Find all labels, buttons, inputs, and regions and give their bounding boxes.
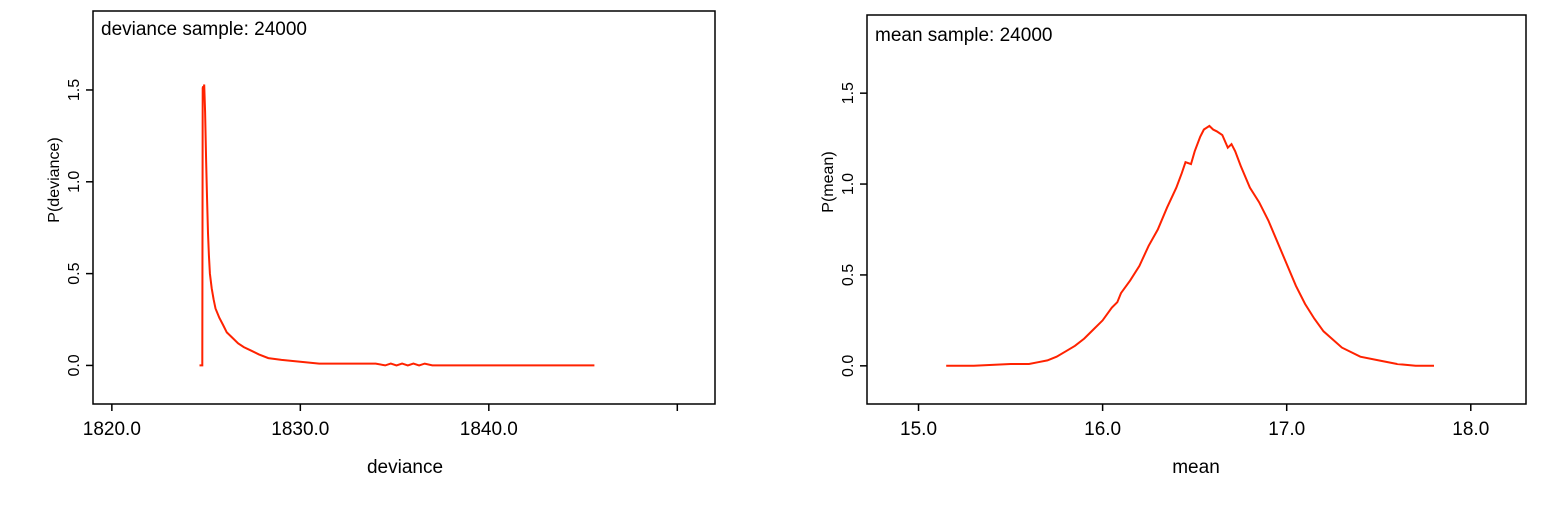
x-tick-label: 1820.0: [83, 419, 141, 440]
x-axis-label: deviance: [367, 457, 443, 478]
x-tick-label: 1830.0: [271, 419, 329, 440]
density-line: [946, 124, 1434, 367]
plot-frame: [866, 14, 1527, 405]
x-tick-label: 1840.0: [460, 419, 518, 440]
plot-frame: [92, 10, 716, 405]
y-tick-label: 1.5: [840, 82, 857, 104]
deviance-density-panel: deviance sample: 24000 deviance P(devian…: [46, 10, 716, 478]
x-tick-label: 18.0: [1452, 419, 1489, 440]
y-axis-ticks: 0.0 0.5 1.0 1.5: [66, 79, 93, 377]
mean-density-panel: mean sample: 24000 mean P(mean) 15.0 16.0…: [820, 14, 1527, 478]
y-axis-ticks: 0.0 0.5 1.0 1.5: [840, 82, 867, 377]
x-tick-label: 17.0: [1268, 419, 1305, 440]
y-tick-label: 1.0: [66, 171, 83, 193]
y-tick-label: 0.5: [840, 264, 857, 286]
chart-title: mean sample: 24000: [875, 25, 1052, 46]
x-axis-ticks: 1820.0 1830.0 1840.0: [83, 404, 679, 440]
y-tick-label: 0.5: [66, 262, 83, 284]
x-axis-ticks: 15.0 16.0 17.0 18.0: [900, 404, 1489, 440]
y-axis-label: P(mean): [820, 151, 837, 212]
density-line: [199, 84, 595, 367]
x-tick-label: 16.0: [1084, 419, 1121, 440]
y-tick-label: 0.0: [840, 355, 857, 377]
y-axis-label: P(deviance): [46, 137, 63, 222]
x-axis-label: mean: [1172, 457, 1220, 478]
chart-title: deviance sample: 24000: [101, 19, 307, 40]
y-tick-label: 1.0: [840, 173, 857, 195]
x-tick-label: 15.0: [900, 419, 937, 440]
y-tick-label: 0.0: [66, 354, 83, 376]
y-tick-label: 1.5: [66, 79, 83, 101]
